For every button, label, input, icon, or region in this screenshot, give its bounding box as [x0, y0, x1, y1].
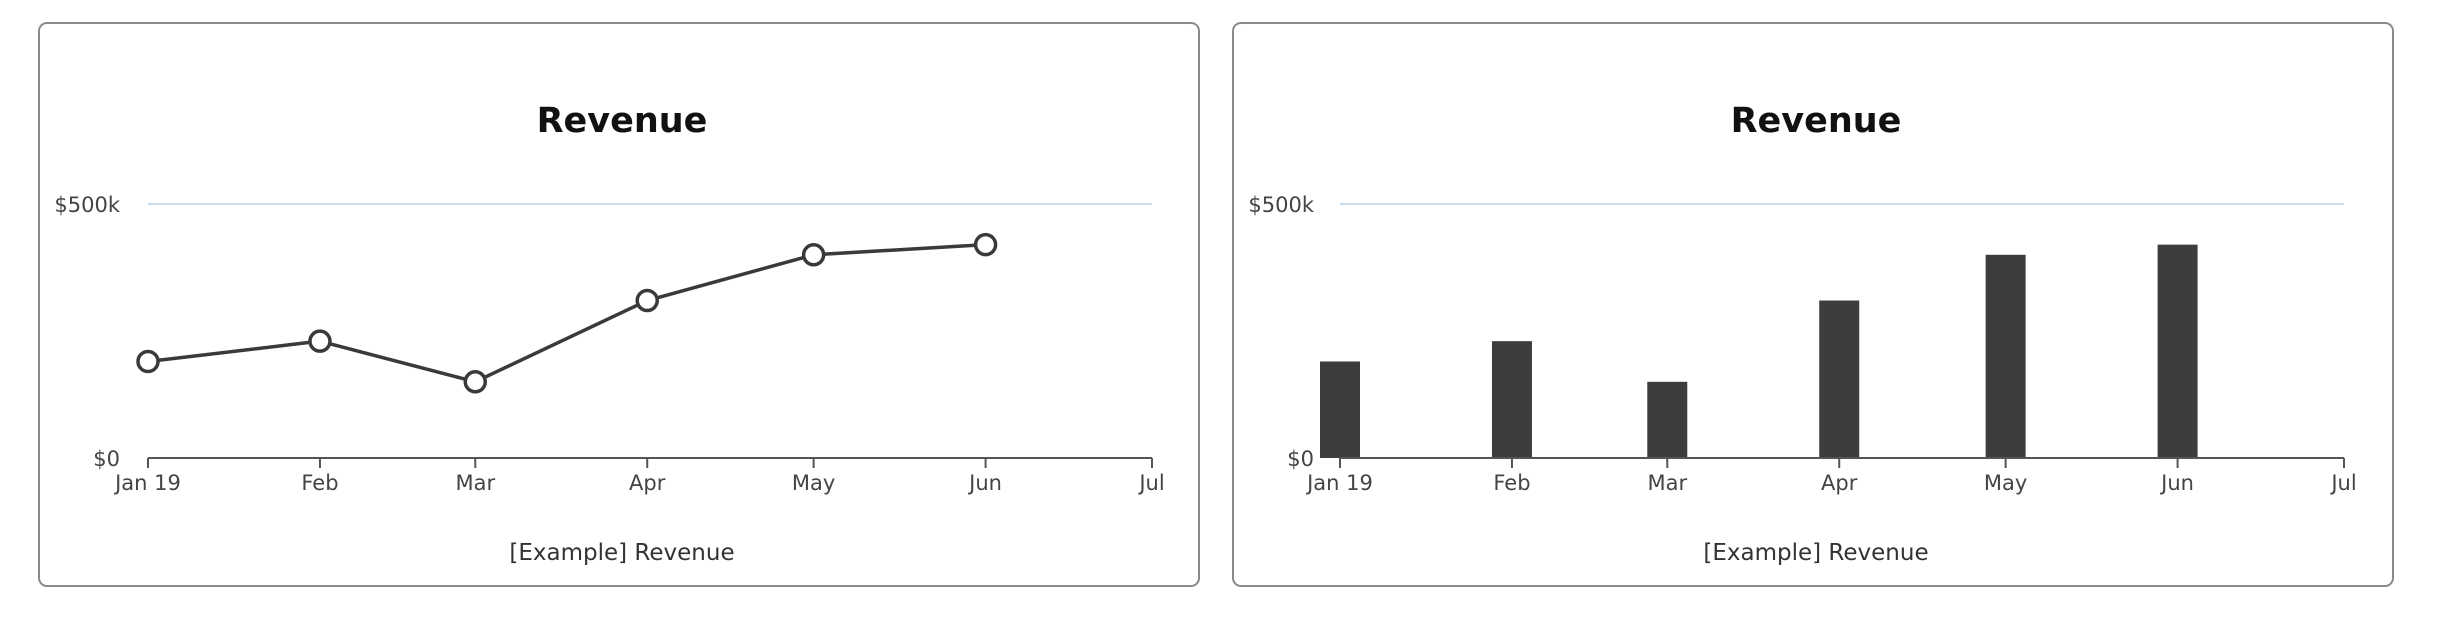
x-tick-label: May — [792, 471, 835, 495]
bar-chart-card: Revenue $500k $0 Jan 19 Feb Mar Apr May Jun Ju… — [1232, 22, 2394, 587]
chart-title: Revenue — [537, 101, 708, 141]
line-chart-card: Revenue $500k $0 Jan 19 Feb Mar Apr May Jun Ju… — [38, 22, 1200, 587]
y-tick-label-max: $500k — [1248, 193, 1314, 217]
bars — [1320, 244, 2198, 458]
x-ticks: Jan 19 Feb Mar Apr May Jun Jul — [113, 458, 1165, 495]
x-tick-label: Jul — [1137, 471, 1164, 495]
x-tick-label: Mar — [455, 471, 495, 495]
chart-caption: [Example] Revenue — [509, 540, 734, 566]
x-tick-label: Jun — [2159, 471, 2194, 495]
data-point — [635, 288, 659, 313]
x-tick-label: Apr — [1821, 471, 1858, 495]
series-points — [136, 232, 998, 394]
x-tick-label: May — [1984, 471, 2027, 495]
bar — [1985, 254, 2026, 458]
data-point — [308, 329, 332, 353]
x-tick-label: Feb — [1493, 471, 1530, 495]
bar — [2157, 244, 2198, 458]
x-tick-label: Apr — [629, 471, 666, 495]
x-tick-label: Mar — [1647, 471, 1687, 495]
x-tick-label: Jan 19 — [113, 471, 181, 495]
x-tick-label: Feb — [301, 471, 338, 495]
data-point — [973, 232, 998, 257]
chart-caption: [Example] Revenue — [1703, 540, 1928, 566]
y-tick-label-zero: $0 — [93, 447, 120, 471]
y-tick-label-zero: $0 — [1287, 447, 1314, 471]
line-chart: Revenue $500k $0 Jan 19 Feb Mar Apr May Jun Ju… — [54, 101, 1165, 566]
x-tick-label: Jan 19 — [1305, 471, 1373, 495]
data-point — [801, 243, 826, 267]
bar — [1647, 381, 1688, 458]
bar — [1320, 361, 1360, 458]
data-point — [463, 370, 488, 394]
x-tick-label: Jun — [967, 471, 1002, 495]
bar-chart: Revenue $500k $0 Jan 19 Feb Mar Apr May Jun Ju… — [1248, 101, 2357, 566]
data-point — [136, 349, 160, 374]
series-line — [147, 242, 986, 384]
bar — [1491, 341, 1532, 458]
x-tick-label: Jul — [2329, 471, 2356, 495]
y-tick-label-max: $500k — [54, 193, 120, 217]
chart-title: Revenue — [1731, 101, 1902, 141]
bar — [1819, 300, 1860, 458]
x-ticks: Jan 19 Feb Mar Apr May Jun Jul — [1305, 458, 2357, 495]
